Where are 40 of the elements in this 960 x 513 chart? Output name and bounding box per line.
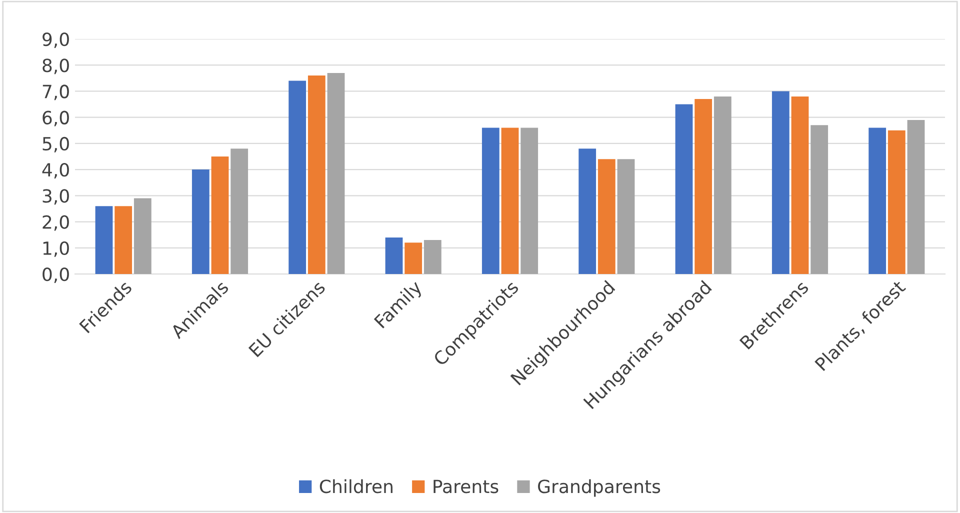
bar — [810, 125, 828, 274]
bar — [772, 91, 790, 274]
bar — [424, 240, 442, 274]
bar — [211, 156, 229, 274]
bar — [308, 76, 326, 274]
bar — [327, 72, 345, 274]
y-tick-label: 9,0 — [42, 32, 69, 48]
bar — [675, 104, 693, 274]
legend-label: Children — [320, 479, 392, 494]
bar — [288, 80, 306, 274]
y-tick-label: 1,0 — [43, 241, 69, 257]
bar — [714, 96, 732, 274]
bar — [520, 128, 538, 274]
bar — [617, 159, 635, 274]
bar — [868, 128, 886, 274]
y-tick-label: 2,0 — [42, 215, 69, 231]
bar — [907, 120, 925, 274]
bar — [791, 96, 809, 274]
bar — [385, 237, 403, 274]
bar — [888, 130, 906, 274]
bar — [114, 206, 132, 274]
legend-label: Grandparents — [538, 479, 660, 497]
bar — [598, 159, 616, 274]
bar — [230, 148, 248, 274]
y-tick-label: 0,0 — [42, 267, 69, 283]
legend-label: Parents — [434, 480, 498, 494]
bar — [501, 128, 519, 274]
y-tick-label: 8,0 — [42, 58, 69, 74]
bar — [482, 128, 500, 274]
bar — [95, 206, 113, 274]
y-tick-label: 3,0 — [42, 189, 69, 205]
bar — [192, 170, 210, 274]
y-tick-label: 7,0 — [42, 84, 69, 100]
y-tick-label: 6,0 — [42, 110, 69, 126]
bar — [404, 242, 422, 274]
y-tick-label: 4,0 — [42, 163, 69, 179]
bar — [134, 198, 152, 274]
bar — [694, 99, 712, 274]
bar — [578, 148, 596, 274]
y-tick-label: 5,0 — [42, 136, 69, 152]
